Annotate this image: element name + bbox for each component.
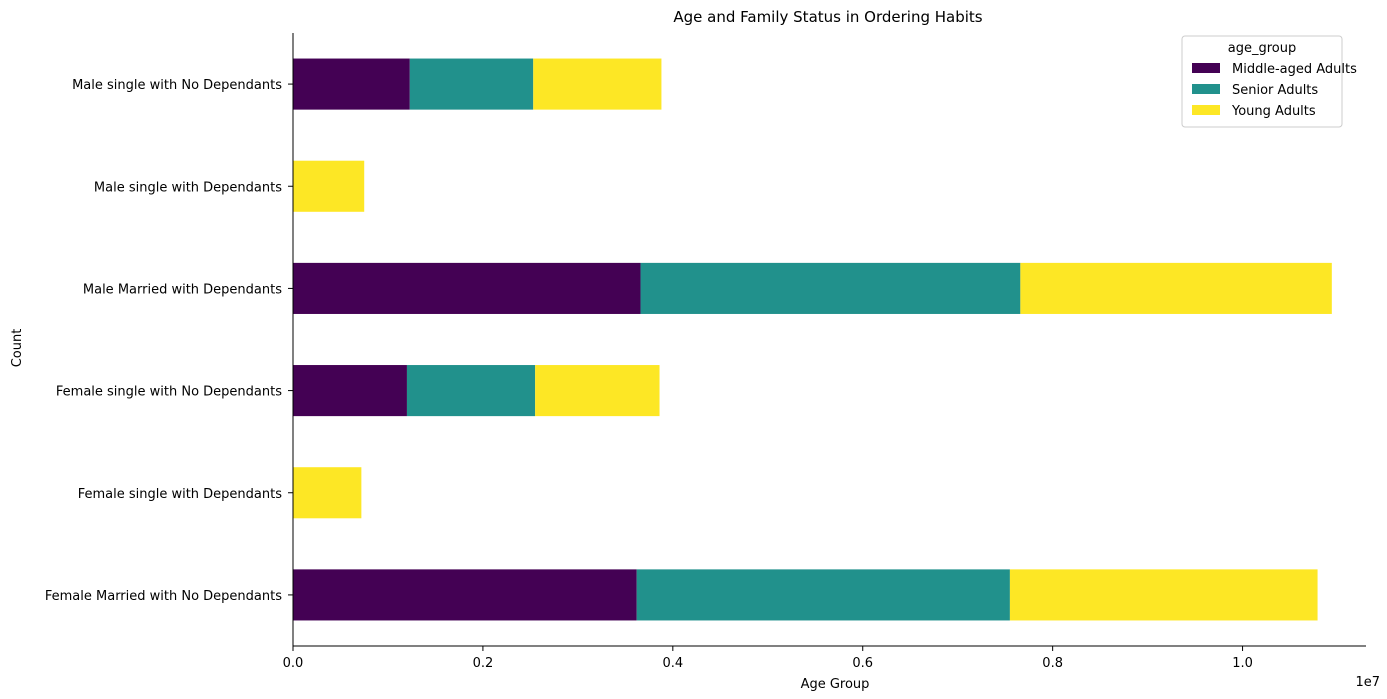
legend-swatch: [1192, 84, 1220, 94]
y-tick-label: Female single with No Dependants: [56, 385, 282, 400]
x-axis-label: Age Group: [801, 677, 870, 692]
y-axis-ticks: Female Married with No Dependants Female …: [45, 78, 293, 604]
x-tick-label: 0.2: [473, 656, 494, 671]
legend-label: Young Adults: [1231, 104, 1316, 119]
legend-swatch: [1192, 105, 1220, 115]
y-tick-label: Male Married with Dependants: [83, 282, 282, 297]
bar-segment: [535, 365, 660, 417]
x-tick-label: 1.0: [1232, 656, 1253, 671]
bar-segment: [409, 58, 534, 110]
y-axis-label: Count: [10, 329, 25, 368]
bar-segment: [293, 262, 641, 314]
x-axis-ticks: 0.0 0.2 0.4 0.6 0.8 1.0: [283, 646, 1253, 671]
y-tick-label: Female single with Dependants: [78, 487, 283, 502]
x-tick-label: 0.4: [662, 656, 683, 671]
chart-title: Age and Family Status in Ordering Habits: [673, 8, 982, 26]
bar-segment: [636, 569, 1010, 621]
legend-title: age_group: [1228, 41, 1296, 56]
bar-segment: [533, 58, 662, 110]
y-tick-label: Female Married with No Dependants: [45, 589, 282, 604]
x-axis-offset-label: 1e7: [1355, 675, 1380, 690]
bar-segment: [293, 160, 365, 212]
x-tick-label: 0.0: [283, 656, 304, 671]
bar-segment: [1020, 262, 1332, 314]
legend-swatch: [1192, 63, 1220, 73]
y-tick-label: Male single with No Dependants: [72, 78, 282, 93]
legend-frame: [1181, 35, 1343, 128]
x-tick-label: 0.6: [852, 656, 873, 671]
legend-items: Middle-aged Adults Senior Adults Young Adu…: [1192, 62, 1357, 119]
x-tick-label: 0.8: [1042, 656, 1063, 671]
legend: age_group Middle-aged Adults Senior Adult…: [1181, 35, 1357, 128]
y-tick-label: Male single with Dependants: [94, 180, 282, 195]
bar-segment: [293, 569, 637, 621]
bar-segment: [1009, 569, 1318, 621]
bar-segment: [406, 365, 536, 417]
legend-label: Senior Adults: [1232, 83, 1318, 98]
bar-segment: [293, 467, 362, 519]
bar-segment: [293, 58, 410, 110]
bars: [293, 58, 1332, 621]
bar-segment: [293, 365, 407, 417]
bar-segment: [640, 262, 1021, 314]
legend-label: Middle-aged Adults: [1232, 62, 1357, 77]
